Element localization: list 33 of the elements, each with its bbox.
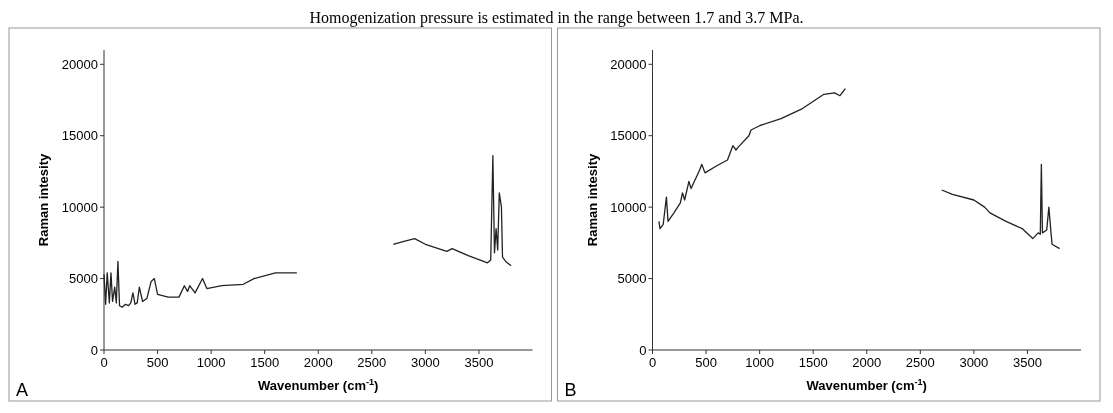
x-tick-label: 3500 (1012, 355, 1042, 370)
y-tick-label: 20000 (610, 56, 647, 72)
chart-title: Homogenization pressure is estimated in the range between 1.7 and 3.7 MPa. (309, 9, 804, 27)
y-tick-label: 10000 (610, 199, 647, 215)
x-tick-label: 500 (695, 355, 717, 370)
x-tick-label: 2500 (905, 355, 935, 370)
y-tick-label: 10000 (61, 199, 98, 215)
y-tick-label: 15000 (610, 128, 647, 144)
y-tick-label: 5000 (617, 271, 647, 287)
x-tick-label: 1000 (196, 355, 226, 370)
x-tick-label: 1500 (798, 355, 828, 370)
y-axis-title: Raman intesity (584, 153, 600, 247)
x-tick-label: 2000 (852, 355, 882, 370)
x-tick-label: 2000 (303, 355, 333, 370)
text: B (564, 380, 577, 400)
x-tick-label: 2500 (357, 355, 387, 370)
y-tick-label: 5000 (69, 271, 98, 287)
x-tick-label: 3000 (959, 355, 989, 370)
x-tick-label: 1000 (745, 355, 775, 370)
x-tick-label: 3500 (464, 355, 494, 370)
x-tick-label: 3000 (410, 355, 440, 370)
text: A (16, 380, 29, 400)
x-tick-label: 1500 (250, 355, 280, 370)
x-tick-label: 0 (648, 355, 657, 370)
x-axis-title: Wavenumber (cm$^{-1}$) (806, 377, 927, 393)
x-tick-label: 500 (146, 355, 169, 370)
y-tick-label: 0 (639, 342, 647, 358)
x-tick-label: 0 (100, 355, 108, 370)
y-axis-title: Raman intesity (36, 153, 51, 247)
y-tick-label: 15000 (61, 128, 98, 144)
x-axis-title: Wavenumber (cm$^{-1}$) (258, 377, 379, 393)
y-tick-label: 20000 (61, 56, 98, 72)
y-tick-label: 0 (90, 342, 98, 358)
